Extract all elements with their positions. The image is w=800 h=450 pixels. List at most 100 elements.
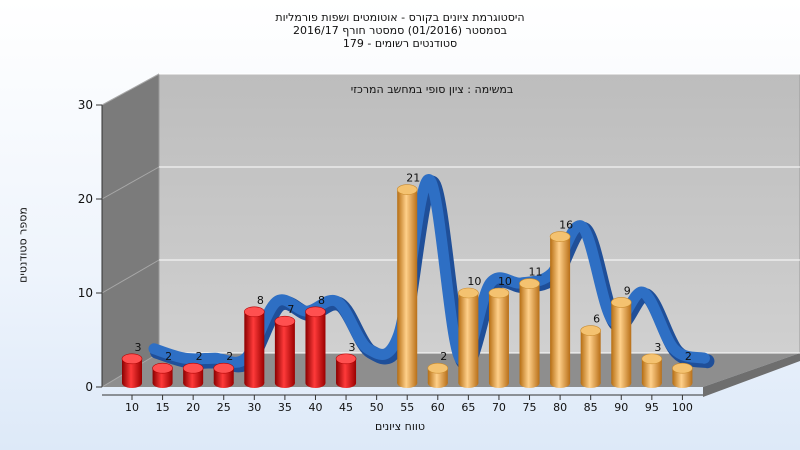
x-tick-label-70: 70 <box>492 401 506 414</box>
bar-body-30 <box>244 311 265 383</box>
data-label-90: 9 <box>624 284 631 297</box>
bar-35: 7 <box>274 303 296 388</box>
bar-top-40 <box>305 306 326 318</box>
x-tick-label-100: 100 <box>672 401 693 414</box>
left-wall <box>102 74 159 387</box>
data-label-80: 16 <box>559 219 573 232</box>
bar-bottom-25 <box>213 378 234 388</box>
data-label-25: 2 <box>226 350 233 363</box>
bar-bottom-30 <box>244 378 265 388</box>
data-label-100: 2 <box>685 350 692 363</box>
bar-body-45 <box>336 358 357 383</box>
bar-top-25 <box>213 362 235 374</box>
bar-75: 11 <box>519 266 543 388</box>
bar-top-70 <box>488 287 510 299</box>
bar-top-10 <box>121 353 143 365</box>
bar-body-35 <box>274 321 295 383</box>
chart-annotation: במשימה : ציון סופי במחשב המרכזי <box>350 83 514 96</box>
data-label-20: 2 <box>196 350 203 363</box>
bar-bottom-80 <box>550 378 571 388</box>
title-line-1: היסטוגרמת ציונים בקורס - אוטומטים ושפות … <box>275 11 525 24</box>
bar-bottom-90 <box>611 378 632 388</box>
gridline-side-30 <box>101 73 160 106</box>
bar-bottom-85 <box>580 378 601 388</box>
x-tick-label-25: 25 <box>217 401 231 414</box>
bar-95: 3 <box>641 341 663 388</box>
bar-body-95 <box>641 358 662 383</box>
x-tick-label-30: 30 <box>247 401 261 414</box>
x-tick-label-95: 95 <box>645 401 659 414</box>
y-tick-label-30: 30 <box>78 98 93 112</box>
bar-bottom-35 <box>274 378 295 388</box>
bar-bottom-15 <box>152 378 173 388</box>
bar-body-75 <box>519 283 540 383</box>
bar-bottom-100 <box>672 378 693 388</box>
title-line-3: סטודנטים רשומים - 179 <box>342 37 458 50</box>
x-tick-label-45: 45 <box>339 401 353 414</box>
bar-60: 2 <box>427 350 449 388</box>
bar-bottom-45 <box>336 378 357 388</box>
bar-body-10 <box>122 358 142 383</box>
bar-80: 16 <box>549 219 573 388</box>
bar-30: 8 <box>244 294 265 388</box>
bar-20: 2 <box>182 350 204 388</box>
bar-top-65 <box>458 287 479 299</box>
bar-55: 21 <box>396 172 420 388</box>
bar-body-70 <box>488 293 509 383</box>
data-label-40: 8 <box>318 294 325 307</box>
x-tick-label-40: 40 <box>308 401 322 414</box>
data-label-30: 8 <box>257 294 264 307</box>
bar-top-35 <box>274 315 296 327</box>
x-tick-label-15: 15 <box>156 401 170 414</box>
bar-10: 3 <box>121 341 143 388</box>
data-label-45: 3 <box>349 341 356 354</box>
y-tick-label-0: 0 <box>85 380 93 394</box>
x-tick-label-35: 35 <box>278 401 292 414</box>
data-label-70: 10 <box>498 275 512 288</box>
bar-bottom-65 <box>458 378 479 388</box>
bar-bottom-20 <box>183 378 204 388</box>
bar-top-30 <box>244 306 265 318</box>
bar-top-100 <box>672 362 693 374</box>
title-line-2: בסמסטר (01/2016) סמסטר חורף 2016/17 <box>293 24 507 37</box>
bar-body-80 <box>550 236 571 383</box>
data-label-75: 11 <box>529 266 543 279</box>
data-label-65: 10 <box>467 275 481 288</box>
x-tick-label-85: 85 <box>584 401 598 414</box>
x-tick-label-50: 50 <box>370 401 384 414</box>
bar-top-55 <box>396 184 418 195</box>
data-label-15: 2 <box>165 350 172 363</box>
bar-bottom-95 <box>641 378 662 388</box>
bar-top-45 <box>335 353 357 365</box>
x-tick-label-80: 80 <box>553 401 567 414</box>
gridline-side-20 <box>101 166 160 200</box>
bar-body-90 <box>611 302 632 383</box>
bar-45: 3 <box>335 341 357 388</box>
bar-top-85 <box>580 325 601 336</box>
bar-top-15 <box>152 362 173 374</box>
gridline-side-10 <box>101 259 160 294</box>
data-label-60: 2 <box>440 350 447 363</box>
x-tick-label-10: 10 <box>125 401 139 414</box>
bar-top-95 <box>641 353 663 365</box>
bar-top-60 <box>427 362 449 374</box>
x-tick-label-65: 65 <box>461 401 475 414</box>
bar-40: 8 <box>305 294 326 388</box>
bar-bottom-70 <box>488 378 509 388</box>
y-tick-label-20: 20 <box>78 192 93 206</box>
y-tick-label-10: 10 <box>78 286 93 300</box>
bar-90: 9 <box>610 284 632 388</box>
bar-body-85 <box>580 330 601 383</box>
bar-bottom-10 <box>122 378 142 388</box>
bar-top-90 <box>610 297 632 308</box>
data-label-85: 6 <box>593 313 600 326</box>
bar-bottom-75 <box>519 378 540 388</box>
data-label-55: 21 <box>406 172 420 185</box>
bar-70: 10 <box>488 275 512 388</box>
x-axis-label: טווח ציונים <box>375 420 425 433</box>
data-label-35: 7 <box>287 303 294 316</box>
x-tick-label-60: 60 <box>431 401 445 414</box>
bar-top-75 <box>519 278 540 289</box>
bar-100: 2 <box>672 350 693 388</box>
